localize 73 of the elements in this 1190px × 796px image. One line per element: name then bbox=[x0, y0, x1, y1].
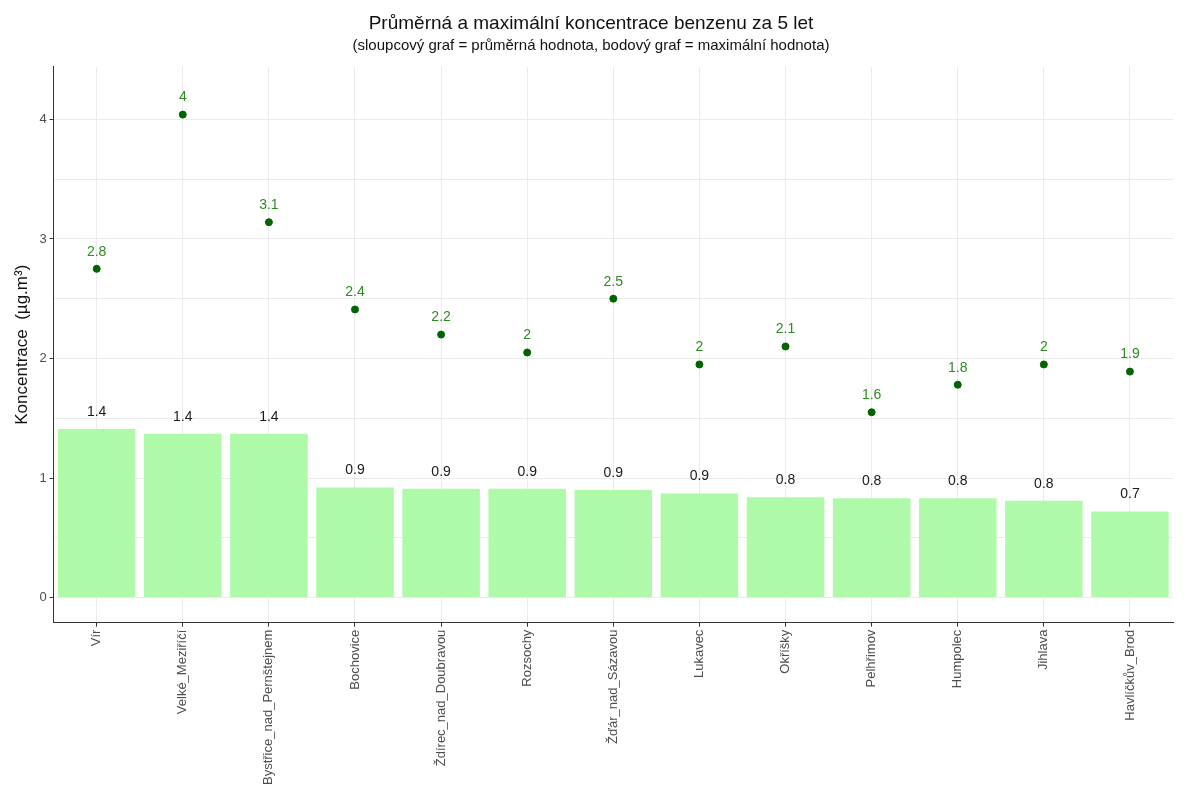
point bbox=[92, 264, 101, 273]
bar bbox=[144, 433, 222, 598]
point bbox=[695, 360, 704, 369]
point bbox=[867, 408, 876, 417]
point bbox=[523, 348, 532, 357]
data-label: 0.8 bbox=[1034, 474, 1054, 491]
point bbox=[953, 380, 962, 389]
point bbox=[437, 330, 446, 339]
x-tick-label: Bochovice bbox=[346, 629, 362, 690]
point bbox=[609, 294, 618, 303]
point bbox=[1125, 367, 1134, 376]
x-tick-label: Lukavec bbox=[691, 629, 706, 679]
bar bbox=[488, 488, 566, 598]
x-tick-label: Humpolec bbox=[949, 629, 965, 689]
bar bbox=[1091, 511, 1169, 598]
data-label: 2.4 bbox=[345, 283, 365, 300]
bar bbox=[57, 428, 136, 598]
y-axis-title: Koncentrace (µg.m³) bbox=[11, 264, 31, 425]
data-label: 2.8 bbox=[86, 242, 107, 259]
bar bbox=[746, 497, 825, 598]
point bbox=[178, 110, 187, 119]
data-label: 0.9 bbox=[517, 462, 538, 479]
data-label: 1.4 bbox=[173, 407, 193, 424]
x-tick-label: Žďár_nad_Sázavou bbox=[604, 629, 620, 744]
x-tick-label: Jihlava bbox=[1035, 628, 1051, 671]
data-label: 2 bbox=[1039, 338, 1048, 355]
x-tick-label: Pelhřimov bbox=[863, 629, 879, 688]
data-label: 1.9 bbox=[1120, 345, 1140, 362]
data-label: 3.1 bbox=[259, 196, 279, 213]
bar bbox=[316, 487, 394, 598]
data-label: 0.8 bbox=[775, 470, 796, 487]
data-label: 0.8 bbox=[861, 472, 882, 489]
x-tick-label: Okříšky bbox=[777, 629, 793, 674]
y-tick-label: 2 bbox=[39, 350, 47, 366]
point bbox=[351, 305, 359, 314]
data-label: 2.1 bbox=[775, 320, 796, 337]
data-label: 0.9 bbox=[431, 462, 452, 479]
x-tick-label: Bystřice_nad_Pernštejnem bbox=[260, 629, 276, 785]
y-tick-label: 3 bbox=[39, 230, 47, 246]
data-label: 0.9 bbox=[689, 467, 710, 484]
chart-title: Průměrná a maximální koncentrace benzenu za 5 let bbox=[368, 11, 815, 33]
data-label: 1.6 bbox=[861, 386, 882, 403]
data-label: 0.8 bbox=[948, 472, 968, 489]
data-label: 1.4 bbox=[86, 402, 107, 419]
data-label: 2 bbox=[695, 338, 704, 355]
bar bbox=[918, 498, 997, 598]
point bbox=[1039, 360, 1048, 369]
data-label: 2.5 bbox=[603, 272, 624, 289]
x-tick-label: Ždírec_nad_Doubravou bbox=[432, 629, 448, 767]
data-label: 0.9 bbox=[603, 463, 624, 480]
x-tick-label: Rozsochy bbox=[518, 629, 534, 687]
x-tick-label: Havlíčkův_Brod bbox=[1121, 629, 1137, 721]
bar bbox=[660, 493, 739, 598]
y-tick-label: 1 bbox=[39, 469, 47, 485]
y-tick-label: 4 bbox=[39, 110, 47, 126]
data-label: 0.7 bbox=[1120, 485, 1140, 502]
data-label: 2 bbox=[523, 326, 532, 343]
bar bbox=[402, 488, 480, 598]
point bbox=[781, 342, 790, 351]
bar bbox=[832, 498, 911, 598]
data-label: 2.2 bbox=[431, 308, 452, 325]
bar bbox=[574, 489, 653, 598]
data-label: 1.4 bbox=[259, 407, 279, 424]
point bbox=[264, 218, 273, 227]
data-label: 4 bbox=[178, 88, 187, 105]
data-label: 0.9 bbox=[345, 461, 365, 478]
x-tick-label: Velké_Meziříčí bbox=[174, 629, 190, 715]
bar bbox=[1005, 500, 1083, 598]
chart-subtitle: (sloupcový graf = průměrná hodnota, bodový graf = maximální hodnota) bbox=[352, 35, 830, 53]
data-label: 1.8 bbox=[948, 358, 968, 375]
bar bbox=[230, 433, 308, 598]
y-tick-label: 0 bbox=[39, 589, 47, 605]
x-tick-label: Vír bbox=[88, 628, 104, 647]
